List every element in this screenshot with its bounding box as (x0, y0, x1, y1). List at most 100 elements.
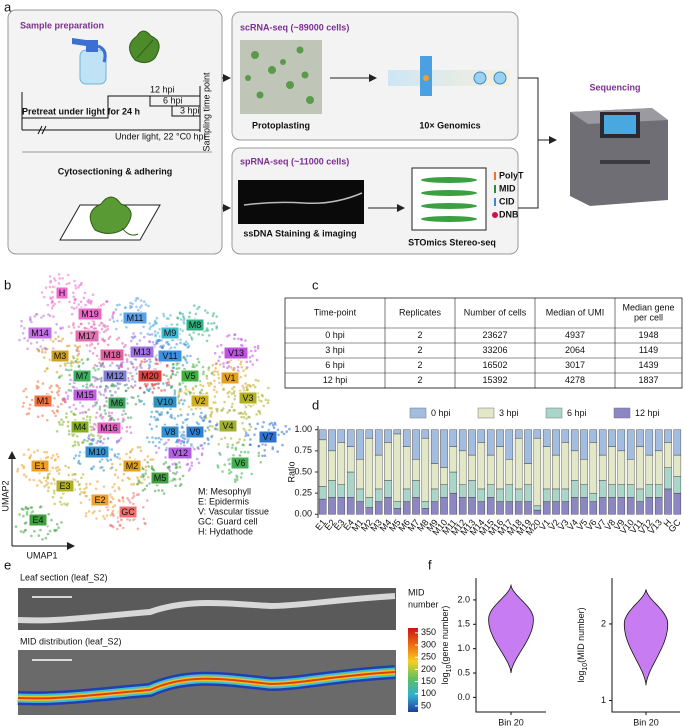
umap-point (40, 291, 44, 294)
umap-point (78, 360, 81, 364)
umap-point (132, 502, 135, 506)
umap-point (180, 398, 183, 402)
umap-point (201, 447, 205, 450)
legend-label: 12 hpi (635, 408, 660, 418)
umap-point (259, 461, 263, 464)
umap-point (171, 463, 174, 466)
umap-point (134, 299, 137, 302)
umap-point (106, 343, 110, 347)
bar-segment (626, 429, 635, 460)
umap-point (25, 511, 29, 514)
umap-point (30, 320, 33, 324)
umap-point (40, 316, 43, 319)
table-cell: 2 (417, 330, 422, 340)
umap-point (226, 411, 229, 414)
umap-point (162, 462, 166, 466)
umap-point (185, 463, 189, 467)
umap-point (38, 506, 42, 509)
bar-segment (328, 497, 336, 515)
umap-point (231, 443, 234, 447)
umap-point (57, 393, 60, 397)
umap-point (116, 319, 119, 323)
umap-point (115, 303, 119, 307)
bar-segment (468, 429, 476, 456)
umap-point (100, 417, 104, 420)
bar-segment (608, 429, 616, 447)
bar-segment (533, 509, 542, 515)
umap-point (71, 323, 75, 327)
umap-point (121, 342, 124, 345)
umap-point (95, 517, 98, 520)
umap-point (71, 434, 75, 438)
umap-point (139, 363, 142, 366)
umap-point (227, 334, 231, 337)
umap-point (95, 354, 99, 358)
umap-point (124, 389, 128, 393)
umap-point (271, 447, 275, 451)
umap-point (48, 285, 52, 289)
table-cell: 1439 (638, 360, 658, 370)
umap-point (67, 325, 71, 329)
umap-point (104, 387, 107, 391)
umap-point (98, 323, 101, 327)
umap-point (187, 469, 191, 472)
legend-swatch (494, 172, 496, 180)
umap-point (45, 483, 48, 487)
umap-point (43, 346, 46, 350)
umap-point (151, 441, 155, 444)
umap-point (225, 361, 229, 365)
cluster-label: M19 (81, 309, 99, 319)
umap-point (56, 391, 59, 394)
umap-point (215, 325, 218, 328)
umap-point (146, 499, 149, 502)
timeline-label: 12 hpi (150, 84, 175, 94)
umap-point (142, 402, 146, 406)
umap-point (70, 364, 73, 368)
umap-point (111, 497, 115, 501)
umap-point (90, 325, 93, 329)
umap-point (143, 382, 147, 386)
cluster-label: E2 (94, 495, 105, 505)
umap-point (73, 301, 76, 305)
umap-point (176, 323, 179, 326)
bar-segment (552, 488, 560, 502)
cluster-box (167, 446, 193, 460)
umap-point (47, 512, 50, 516)
umap-point (211, 328, 214, 331)
umap-point (105, 300, 108, 303)
umap-point (152, 387, 156, 390)
legend-label: 3 hpi (499, 408, 519, 418)
umap-point (43, 450, 46, 454)
bar-segment (346, 471, 355, 498)
umap-point (69, 368, 73, 372)
umap-point (249, 349, 253, 353)
bar-segment (458, 484, 467, 498)
umap-point (81, 361, 85, 365)
legend-swatch (409, 407, 427, 419)
umap-point (171, 363, 175, 366)
umap-point (132, 518, 135, 522)
legend-label: DNB (499, 209, 519, 219)
umap-point (44, 479, 48, 483)
umap-point (204, 309, 207, 312)
x-tick-label: GC (666, 517, 683, 534)
umap-point (239, 476, 243, 479)
umap-point (177, 390, 181, 394)
umap-point (55, 523, 59, 526)
bar-segment (514, 437, 523, 490)
umap-point (85, 494, 88, 498)
umap-point (22, 389, 26, 393)
cluster-box (150, 471, 170, 485)
bar-segment (673, 492, 682, 515)
umap-point (157, 489, 160, 492)
umap-point (179, 408, 182, 411)
umap-point (87, 437, 91, 441)
umap-point (59, 339, 63, 343)
umap-point (101, 363, 104, 366)
cluster-label: V5 (184, 371, 195, 381)
umap-point (99, 393, 103, 396)
umap-point (153, 320, 157, 324)
umap-point (207, 384, 211, 387)
umap-point (180, 390, 183, 393)
umap-point (178, 383, 181, 387)
